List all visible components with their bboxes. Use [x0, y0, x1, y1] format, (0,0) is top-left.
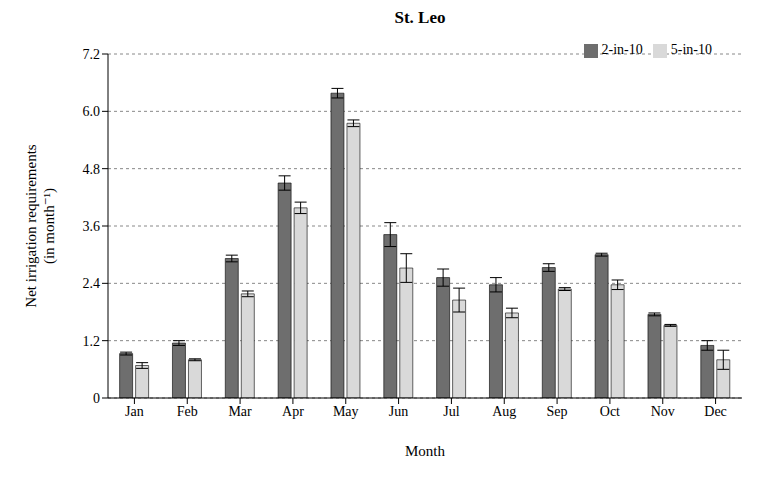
- svg-text:Apr: Apr: [282, 404, 304, 419]
- svg-text:Jan: Jan: [125, 404, 144, 419]
- html-text:St. Leo: St. Leo: [394, 8, 446, 27]
- svg-text:Aug: Aug: [492, 404, 516, 419]
- svg-text:Jul: Jul: [443, 404, 459, 419]
- svg-text:Net irrigation requirements(in: Net irrigation requirements(in month⁻¹): [23, 144, 59, 307]
- svg-text:Sep: Sep: [547, 404, 568, 419]
- svg-text:Nov: Nov: [651, 404, 675, 419]
- svg-text:Dec: Dec: [704, 404, 727, 419]
- svg-text:Oct: Oct: [600, 404, 620, 419]
- svg-text:4.8: 4.8: [83, 162, 101, 177]
- svg-text:3.6: 3.6: [83, 219, 101, 234]
- svg-text:Jun: Jun: [389, 404, 408, 419]
- svg-text:May: May: [333, 404, 359, 419]
- html-text:5-in-10: 5-in-10: [670, 42, 712, 57]
- html-text:2-in-10: 2-in-10: [601, 42, 643, 57]
- svg-text:1.2: 1.2: [83, 334, 101, 349]
- svg-text:6.0: 6.0: [83, 104, 101, 119]
- svg-text:2.4: 2.4: [83, 276, 101, 291]
- svg-text:0: 0: [93, 391, 100, 406]
- svg-text:7.2: 7.2: [83, 47, 101, 62]
- svg-text:Feb: Feb: [177, 404, 198, 419]
- svg-text:Mar: Mar: [228, 404, 252, 419]
- svg-text:Month: Month: [405, 443, 446, 459]
